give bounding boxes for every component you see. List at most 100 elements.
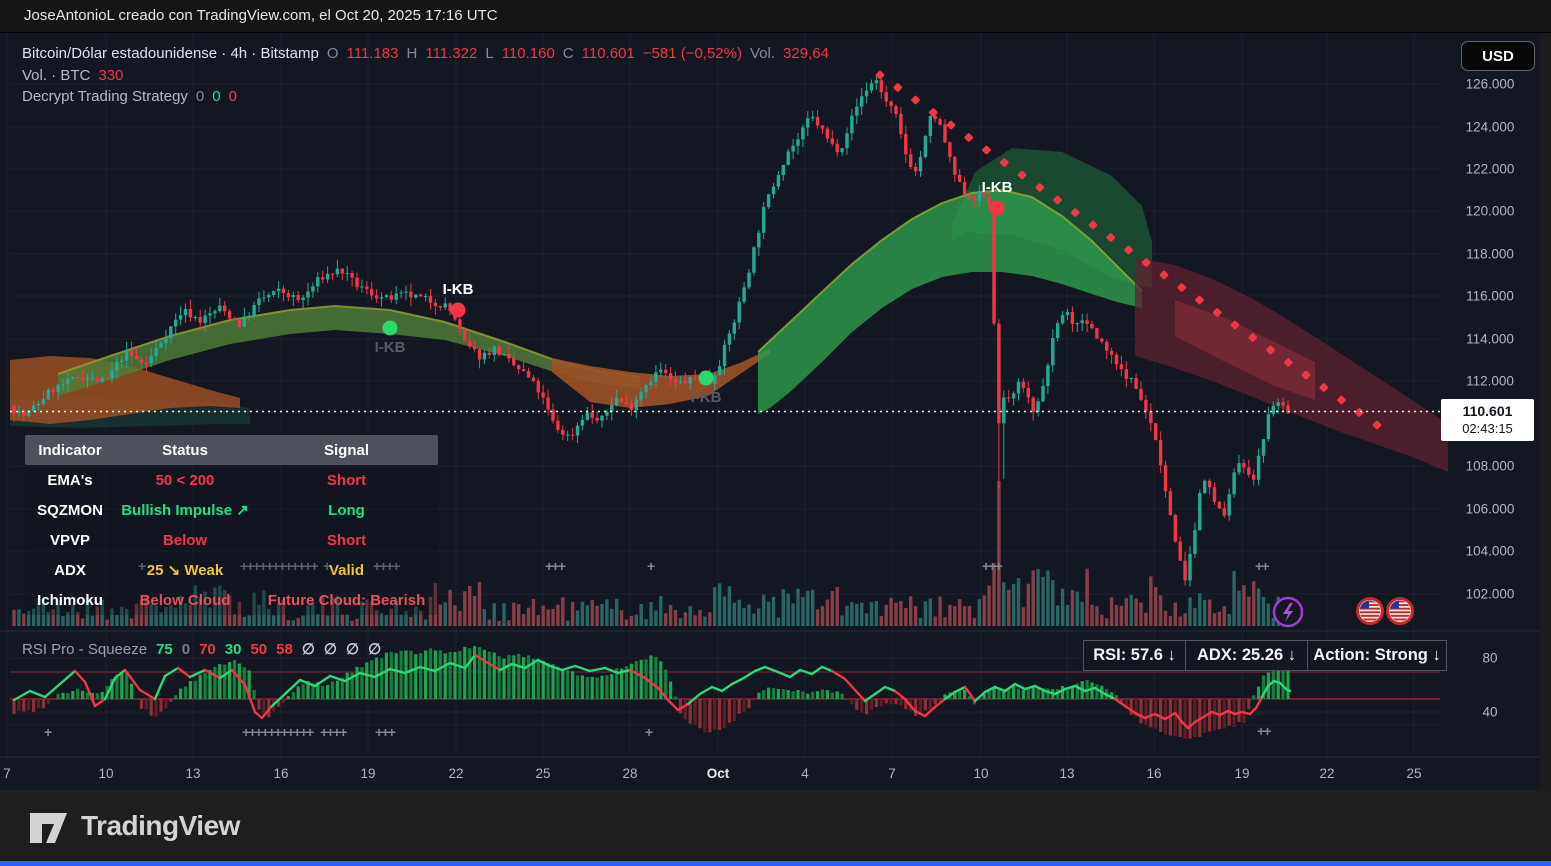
- symbol-legend[interactable]: Bitcoin/Dólar estadounidense · 4h · Bits…: [22, 45, 829, 62]
- price-axis-label-114000[interactable]: 114.000: [1466, 331, 1514, 347]
- price-axis-label-120000[interactable]: 120.000: [1465, 203, 1515, 219]
- price-axis-label-116000[interactable]: 116.000: [1466, 288, 1514, 304]
- time-axis-label-8-oct[interactable]: Oct: [706, 766, 730, 781]
- svg-text:+: +: [551, 558, 559, 574]
- plus-markers: + ++++++++++++ + ++++ +++ + +++ +++ +++++++++++ +…: [44, 558, 1272, 740]
- rsi-indicator-legend[interactable]: RSI Pro - Squeeze 75 0 70 30 50 58 ∅ ∅ ∅ ∅: [22, 640, 381, 659]
- rsi-legend-value-7: ∅: [323, 641, 337, 658]
- svg-text:+: +: [326, 724, 334, 740]
- time-axis-label-6-25[interactable]: 25: [535, 766, 551, 781]
- time-axis-label-13-16[interactable]: 16: [1146, 766, 1162, 781]
- price-axis-label-40[interactable]: 40: [1482, 704, 1498, 720]
- symbol-legend-part-4: 111.322: [425, 45, 478, 62]
- candlesticks: [12, 76, 1290, 587]
- indicator-row-ichimoku: Ichimoku Below Cloud Future Cloud: Bearish: [25, 585, 438, 615]
- svg-text:+: +: [272, 558, 280, 574]
- indicator-name: SQZMON: [37, 501, 103, 519]
- svg-text:+: +: [253, 558, 261, 574]
- time-axis-label-2-13[interactable]: 13: [185, 766, 201, 781]
- price-axis-label-106000[interactable]: 106.000: [1465, 501, 1515, 517]
- indicator-signal: Long: [328, 501, 365, 519]
- svg-text:+: +: [379, 558, 387, 574]
- svg-text:+: +: [259, 558, 267, 574]
- time-axis-label-11-10[interactable]: 10: [973, 766, 989, 781]
- time-axis-label-16-25[interactable]: 25: [1406, 766, 1422, 781]
- symbol-legend-part-9: −581 (−0,52%): [642, 45, 742, 62]
- strategy-legend-part-3: 0: [228, 88, 237, 105]
- strategy-legend[interactable]: Decrypt Trading Strategy 0 0 0: [22, 88, 237, 105]
- cloud-maroon-cloud-right: [1135, 258, 1448, 472]
- price-axis-label-104000[interactable]: 104.000: [1465, 543, 1515, 559]
- price-axis-label-126000[interactable]: 126.000: [1465, 76, 1515, 92]
- ikb-dot: [450, 302, 466, 318]
- price-axis-label-112000[interactable]: 112.000: [1466, 373, 1514, 389]
- rsi-legend-value-0: 75: [156, 640, 173, 658]
- strategy-legend-part-1: 0: [195, 88, 205, 105]
- ikb-label: I-KB: [375, 339, 406, 356]
- time-axis-label-7-28[interactable]: 28: [622, 766, 638, 781]
- tradingview-logo-icon: [30, 812, 67, 843]
- bar-countdown: 02:43:15: [1462, 420, 1513, 436]
- status-badge-adx: ADX: 25.26 ↓: [1185, 640, 1308, 671]
- ikb-dot: [382, 320, 398, 336]
- time-axis-label-3-16[interactable]: 16: [273, 766, 289, 781]
- price-axis-label-124000[interactable]: 124.000: [1465, 119, 1515, 135]
- svg-text:+: +: [293, 724, 301, 740]
- price-axis-label-102000[interactable]: 102.000: [1465, 586, 1515, 602]
- col-indicator: Indicator: [38, 441, 102, 459]
- svg-text:+: +: [988, 558, 996, 574]
- tradingview-logo-text: TradingView: [81, 809, 240, 841]
- svg-text:+: +: [268, 724, 276, 740]
- time-axis-label-14-19[interactable]: 19: [1234, 766, 1250, 781]
- svg-text:+: +: [1261, 558, 1269, 574]
- price-axis-label-122000[interactable]: 122.000: [1465, 161, 1515, 177]
- volume-legend[interactable]: Vol. · BTC 330: [22, 67, 123, 84]
- price-axis-label-108000[interactable]: 108.000: [1465, 458, 1515, 474]
- price-axis-label-80[interactable]: 80: [1482, 650, 1498, 666]
- rsi-legend-value-5: 58: [276, 640, 293, 658]
- symbol-legend-part-0: Bitcoin/Dólar estadounidense · 4h · Bits…: [22, 45, 319, 62]
- svg-text:+: +: [381, 724, 389, 740]
- indicator-signal: Valid: [328, 561, 365, 579]
- ikb-dot: [989, 200, 1005, 216]
- time-axis-label-10-7[interactable]: 7: [888, 766, 896, 781]
- svg-text:+: +: [320, 724, 328, 740]
- svg-text:+: +: [386, 558, 394, 574]
- time-axis-label-1-10[interactable]: 10: [98, 766, 114, 781]
- svg-text:+: +: [1255, 558, 1263, 574]
- descending-trendline[interactable]: [875, 70, 1382, 430]
- price-axis-label-118000[interactable]: 118.000: [1466, 246, 1514, 262]
- currency-button[interactable]: USD: [1461, 41, 1535, 71]
- time-axis-label-4-19[interactable]: 19: [360, 766, 376, 781]
- indicator-status: Below Cloud: [139, 591, 231, 609]
- rsi-indicator-title[interactable]: RSI Pro - Squeeze: [22, 640, 148, 658]
- tradingview-logo[interactable]: TradingView: [28, 806, 240, 846]
- rsi-pane: [0, 630, 1540, 758]
- svg-text:+: +: [248, 724, 256, 740]
- time-axis-label-0-7[interactable]: 7: [3, 766, 11, 781]
- ikb-label: I-KB: [982, 179, 1013, 196]
- time-axis-label-12-13[interactable]: 13: [1059, 766, 1075, 781]
- indicator-status: 25 ↘ Weak: [146, 562, 224, 579]
- svg-text:+: +: [645, 724, 653, 740]
- svg-text:+: +: [323, 558, 331, 574]
- symbol-legend-part-1: O: [326, 45, 339, 62]
- time-axis-label-5-22[interactable]: 22: [448, 766, 464, 781]
- event-icons[interactable]: [1272, 596, 1414, 628]
- symbol-legend-part-6: 110.160: [501, 45, 555, 62]
- status-badge-rsi: RSI: 57.6 ↓: [1083, 640, 1186, 671]
- indicator-status: 50 < 200: [155, 471, 215, 489]
- indicator-summary-table: Indicator Status Signal EMA's 50 < 200 Sho…: [25, 435, 438, 615]
- svg-text:+: +: [240, 558, 248, 574]
- us-flag-event-icon: [1356, 597, 1384, 625]
- indicator-row-vpvp: VPVP Below Short: [25, 525, 438, 555]
- symbol-legend-part-8: 110.601: [581, 45, 635, 62]
- svg-text:+: +: [982, 558, 990, 574]
- svg-text:+: +: [373, 558, 381, 574]
- indicator-row-emas: EMA's 50 < 200 Short: [25, 465, 438, 495]
- svg-text:+: +: [339, 724, 347, 740]
- time-axis-label-15-22[interactable]: 22: [1319, 766, 1335, 781]
- time-axis-label-9-4[interactable]: 4: [801, 766, 809, 781]
- rsi-legend-value-2: 70: [199, 640, 216, 658]
